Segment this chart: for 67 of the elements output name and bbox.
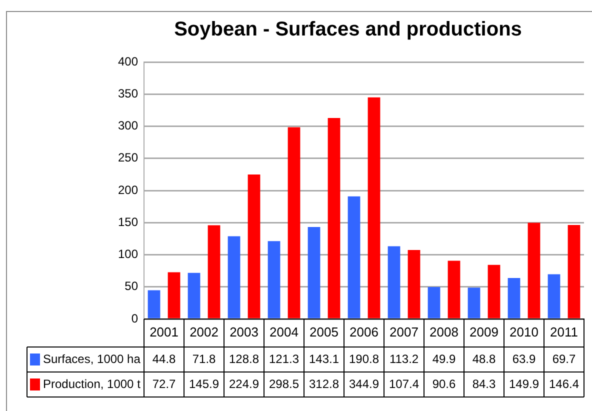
- bar: [228, 236, 240, 318]
- data-label: 44.8: [152, 352, 176, 366]
- data-label: 90.6: [432, 376, 456, 391]
- bar: [508, 278, 520, 318]
- bar: [208, 225, 220, 318]
- data-label: 84.3: [472, 376, 496, 391]
- bar: [348, 196, 360, 318]
- y-tick-label: 50: [124, 279, 138, 294]
- bar: [188, 272, 200, 318]
- data-label: 49.9: [432, 352, 456, 366]
- legend-label: Production, 1000 t: [43, 376, 142, 391]
- data-label: 145.9: [189, 376, 220, 391]
- bar: [428, 286, 440, 318]
- data-label: 143.1: [308, 352, 340, 366]
- x-tick-label: 2002: [190, 324, 218, 340]
- bar: [388, 246, 400, 318]
- y-tick-label: 200: [118, 182, 138, 197]
- x-tick-label: 2004: [270, 324, 298, 340]
- x-tick-label: 2008: [430, 324, 458, 340]
- bar: [328, 118, 340, 318]
- data-label: 71.8: [192, 352, 216, 366]
- data-label: 344.9: [348, 376, 380, 391]
- y-tick-label: 100: [118, 247, 138, 262]
- data-label: 113.2: [389, 352, 419, 366]
- chart-title: Soybean - Surfaces and productions: [174, 18, 522, 41]
- data-label: 224.9: [229, 376, 260, 391]
- legend-label: Surfaces, 1000 ha: [43, 352, 141, 366]
- y-tick-label: 350: [118, 86, 138, 100]
- data-label: 48.8: [472, 352, 496, 366]
- data-label: 69.7: [552, 352, 576, 366]
- bar: [168, 272, 180, 318]
- data-label: 149.9: [508, 376, 540, 391]
- bar: [568, 224, 580, 318]
- y-tick-label: 400: [118, 54, 138, 68]
- data-label: 312.8: [308, 376, 340, 391]
- y-tick-label: 250: [118, 150, 138, 165]
- data-label: 298.5: [269, 376, 300, 391]
- data-label: 121.3: [269, 352, 300, 366]
- x-tick-label: 2009: [470, 324, 498, 340]
- bar: [248, 174, 260, 318]
- x-tick-label: 2010: [510, 324, 538, 340]
- data-label: 63.9: [512, 352, 536, 366]
- bar: [448, 260, 460, 318]
- bar: [288, 127, 300, 318]
- x-tick-label: 2006: [350, 324, 378, 340]
- bar: [488, 264, 500, 318]
- bar: [408, 250, 420, 318]
- y-tick-label: 0: [131, 311, 138, 326]
- data-label: 128.8: [229, 352, 260, 366]
- bar: [548, 274, 560, 318]
- bar: [268, 241, 280, 318]
- x-tick-label: 2001: [150, 324, 178, 340]
- bar: [148, 290, 160, 318]
- x-tick-label: 2003: [230, 324, 258, 340]
- data-label: 107.4: [388, 376, 420, 391]
- bar: [308, 227, 320, 318]
- x-tick-label: 2011: [550, 324, 578, 340]
- y-tick-label: 300: [118, 118, 138, 133]
- y-tick-label: 150: [118, 214, 138, 229]
- bar: [528, 222, 540, 318]
- bar: [468, 288, 480, 318]
- data-label: 190.8: [348, 352, 380, 366]
- data-label: 146.4: [548, 376, 580, 391]
- x-tick-label: 2007: [390, 324, 418, 340]
- x-tick-label: 2005: [310, 324, 338, 340]
- data-label: 72.7: [152, 376, 176, 391]
- bar: [368, 97, 380, 318]
